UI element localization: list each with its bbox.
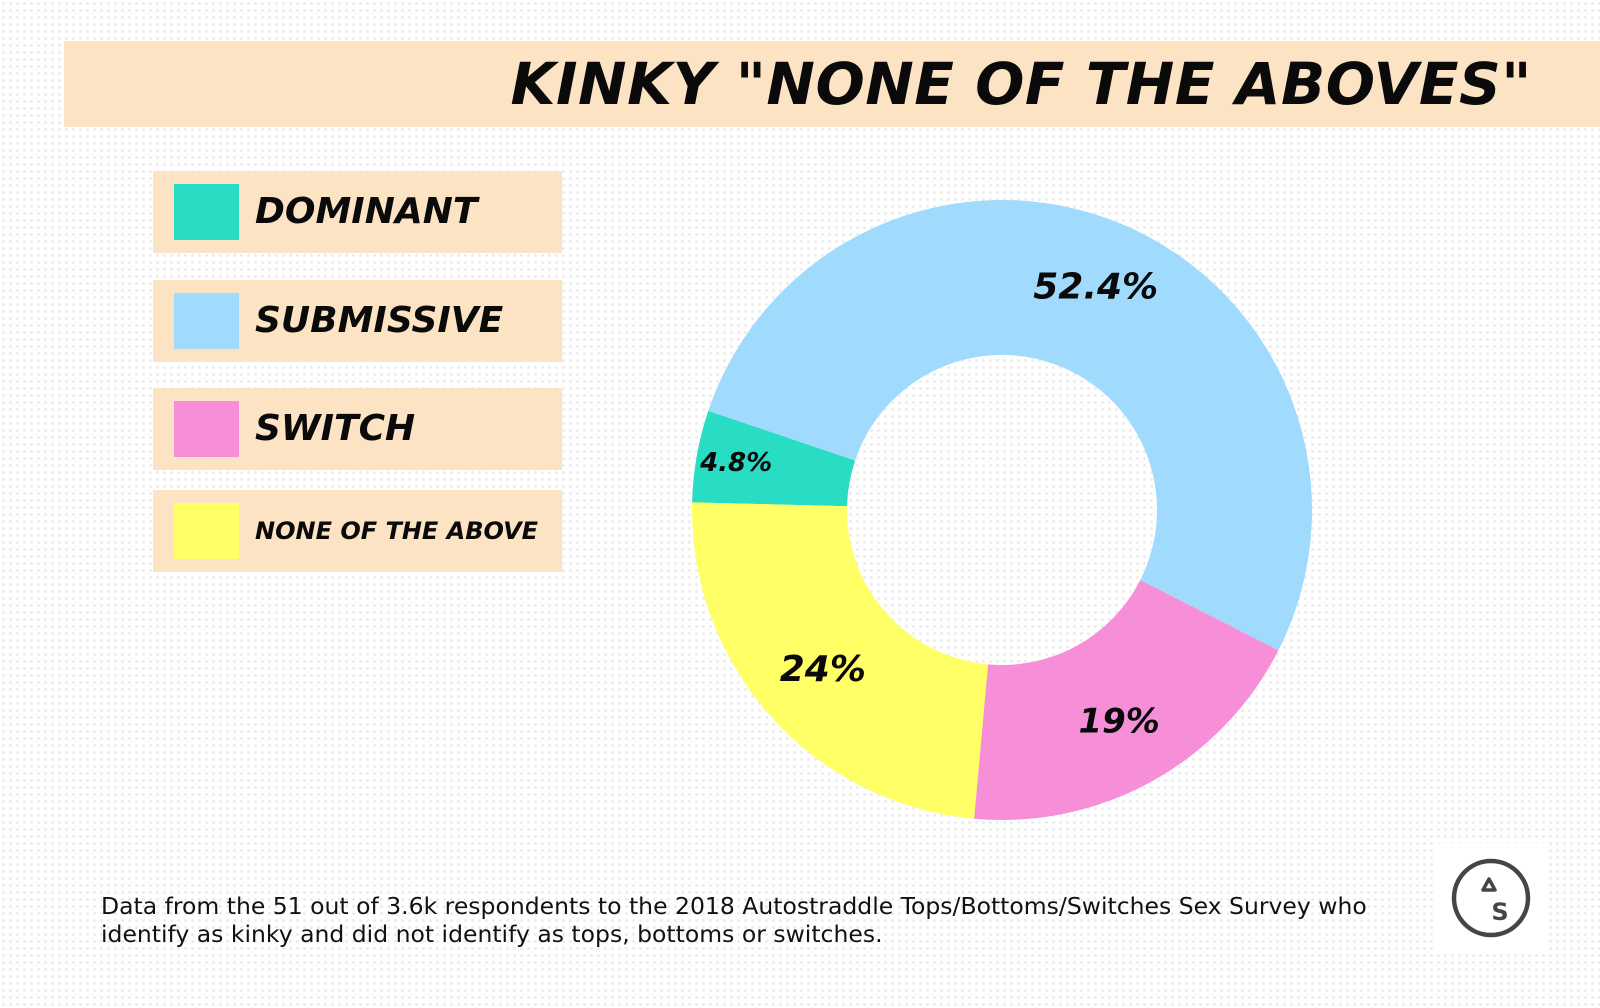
slice-label-dominant: 4.8% bbox=[699, 448, 772, 478]
slice-dominant bbox=[692, 410, 856, 507]
legend-item-dominant: DOMINANT bbox=[153, 171, 562, 253]
slice-none-of-the-above bbox=[692, 502, 989, 819]
donut-labels: 4.8% 52.4% 19% 24% bbox=[699, 266, 1160, 741]
legend-swatch-switch bbox=[174, 401, 239, 457]
donut-slices bbox=[692, 200, 1312, 820]
legend-swatch-none-of-the-above bbox=[174, 503, 239, 559]
slice-submissive bbox=[708, 200, 1312, 651]
logo-box: S bbox=[1434, 843, 1548, 953]
logo-text: S bbox=[1491, 898, 1508, 926]
legend-swatch-dominant bbox=[174, 184, 239, 240]
legend-label-switch: SWITCH bbox=[255, 408, 416, 449]
chart-title: KINKY "NONE OF THE ABOVES" bbox=[510, 50, 1532, 118]
slice-label-submissive: 52.4% bbox=[1033, 266, 1158, 307]
legend-label-dominant: DOMINANT bbox=[255, 191, 478, 232]
legend-item-submissive: SUBMISSIVE bbox=[153, 280, 562, 362]
legend-label-submissive: SUBMISSIVE bbox=[255, 300, 504, 341]
title-band: KINKY "NONE OF THE ABOVES" bbox=[64, 41, 1600, 127]
slice-label-none-of-the-above: 24% bbox=[780, 649, 866, 690]
slice-label-switch: 19% bbox=[1078, 702, 1159, 742]
legend-swatch-submissive bbox=[174, 293, 239, 349]
legend-item-switch: SWITCH bbox=[153, 388, 562, 470]
footnote: Data from the 51 out of 3.6k respondents… bbox=[101, 892, 1367, 948]
legend-label-none-of-the-above: NONE OF THE ABOVE bbox=[255, 517, 539, 545]
legend-item-none-of-the-above: NONE OF THE ABOVE bbox=[153, 490, 562, 572]
slice-switch bbox=[974, 580, 1279, 820]
autostraddle-logo-icon: S bbox=[1451, 858, 1531, 938]
